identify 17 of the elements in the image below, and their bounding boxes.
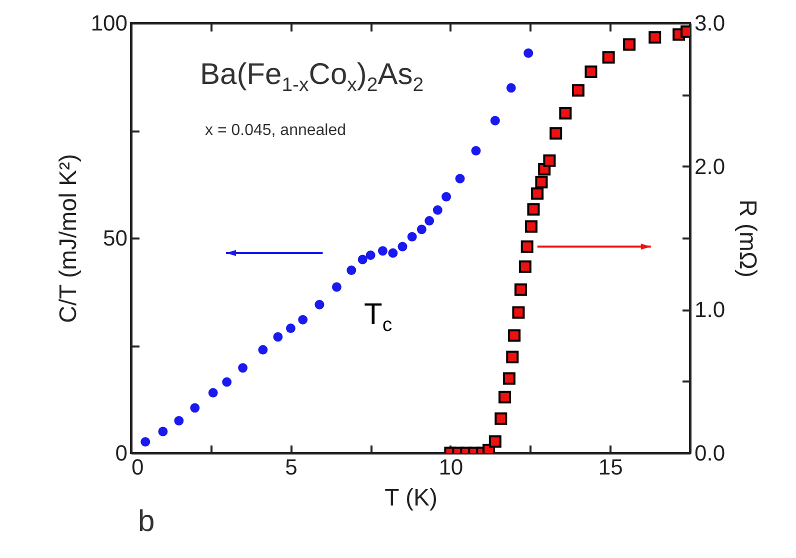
annotation: x = 0.045, annealed [205,122,346,140]
y-axis-title: C/T (mJ/mol K²) [54,154,82,323]
y2-tick-label: 0.0 [694,440,726,466]
annotation: T$_{c}$ [364,298,392,337]
text: b [138,505,155,539]
x-tick-label: 0 [132,454,144,480]
y2-tick-label: 3.0 [694,10,726,36]
x-axis-title: T (K) [384,484,438,512]
y2-axis-title: R (mΩ) [734,200,762,278]
y-tick-label: 100 [90,10,128,36]
x-tick-label: 5 [285,454,298,480]
y-tick-label: 50 [103,226,128,250]
y2-tick-label: 2.0 [694,154,726,179]
annotation: Ba(Fe$_{1-x}$Co$_{x}$)$_{2}$As$_{2}$ [200,58,424,97]
y2-tick-label: 1.0 [694,297,726,322]
x-tick-label: 15 [598,454,623,480]
x-tick-label: 10 [438,454,464,480]
